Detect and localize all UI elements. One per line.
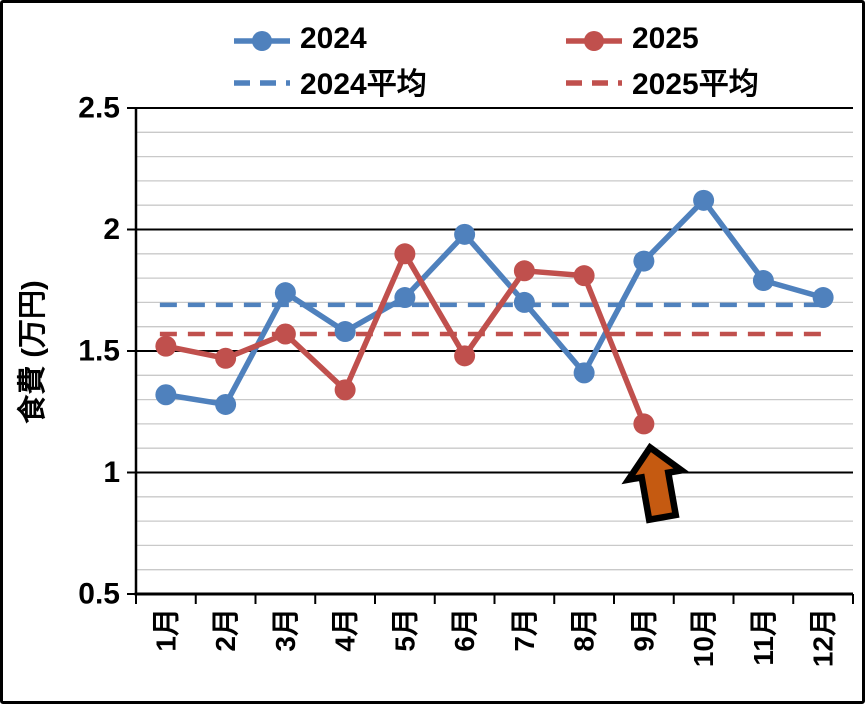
data-point-2024-3月 bbox=[274, 282, 296, 304]
x-tick-label: 5月 bbox=[389, 608, 420, 652]
x-tick-label: 1月 bbox=[150, 608, 181, 652]
data-point-2025-9月 bbox=[633, 413, 655, 435]
annotation-up-arrow-icon bbox=[621, 442, 690, 524]
legend-marker-2025-solid-line-icon bbox=[565, 27, 623, 51]
y-tick-label: 2.5 bbox=[78, 92, 120, 125]
data-point-2024-10月 bbox=[693, 189, 715, 211]
series-line-2025 bbox=[163, 251, 647, 427]
legend-item-2024-average: 2024平均 bbox=[233, 62, 427, 101]
legend-circle-marker bbox=[252, 31, 272, 51]
legend-marker-2024-solid-line-icon bbox=[233, 27, 291, 51]
x-tick-label: 11月 bbox=[748, 608, 779, 666]
x-tick-label: 9月 bbox=[628, 608, 659, 652]
legend-item-2025-average: 2025平均 bbox=[565, 62, 759, 101]
legend-item-2025: 2025 bbox=[565, 20, 699, 58]
y-axis-title: 食費 (万円) bbox=[17, 280, 49, 424]
data-point-2024-4月 bbox=[334, 321, 356, 343]
legend-marker-2025-dashed-line-icon bbox=[565, 69, 623, 93]
data-point-2025-4月 bbox=[334, 379, 356, 401]
legend-marker-svg bbox=[234, 80, 290, 86]
data-point-2024-9月 bbox=[633, 250, 655, 272]
data-point-2025-5月 bbox=[394, 243, 416, 265]
x-tick-label: 10月 bbox=[688, 608, 719, 667]
data-point-2025-8月 bbox=[573, 265, 595, 287]
data-point-2024-2月 bbox=[215, 393, 237, 415]
y-tick-label: 0.5 bbox=[78, 578, 120, 611]
x-tick-label: 4月 bbox=[330, 608, 361, 652]
x-tick-label: 7月 bbox=[509, 608, 540, 652]
legend-label-2024: 2024 bbox=[300, 22, 367, 55]
legend-item-2024: 2024 bbox=[233, 20, 367, 58]
data-point-2024-8月 bbox=[573, 362, 595, 384]
data-point-2025-3月 bbox=[274, 323, 296, 345]
legend-label-2024-average: 2024平均 bbox=[300, 68, 427, 101]
y-tick-label: 1 bbox=[103, 456, 120, 489]
x-tick-label: 12月 bbox=[808, 608, 839, 667]
legend-marker-2024-dashed-line-icon bbox=[233, 69, 291, 93]
data-point-2024-6月 bbox=[454, 223, 476, 245]
legend-label-2025: 2025 bbox=[632, 22, 699, 55]
legend-circle-marker bbox=[584, 31, 604, 51]
legend-marker-svg bbox=[234, 31, 290, 51]
data-point-2025-7月 bbox=[513, 260, 535, 282]
x-tick-label: 6月 bbox=[449, 608, 480, 652]
x-tick-label: 2月 bbox=[210, 608, 241, 652]
data-point-2024-11月 bbox=[752, 270, 774, 292]
series-line-2024 bbox=[163, 197, 826, 408]
data-point-2025-6月 bbox=[454, 345, 476, 367]
data-point-2024-12月 bbox=[812, 287, 834, 309]
data-point-2025-1月 bbox=[155, 335, 177, 357]
legend-marker-svg bbox=[566, 31, 622, 51]
data-point-2024-7月 bbox=[513, 291, 535, 313]
y-tick-label: 1.5 bbox=[78, 335, 120, 368]
data-point-2025-2月 bbox=[215, 347, 237, 369]
y-tick-label: 2 bbox=[103, 213, 120, 246]
x-tick-label: 3月 bbox=[270, 608, 301, 652]
legend-marker-svg bbox=[566, 80, 622, 86]
legend-label-2025-average: 2025平均 bbox=[632, 68, 759, 101]
data-point-2024-5月 bbox=[394, 287, 416, 309]
x-tick-label: 8月 bbox=[569, 608, 600, 652]
data-point-2024-1月 bbox=[155, 384, 177, 406]
